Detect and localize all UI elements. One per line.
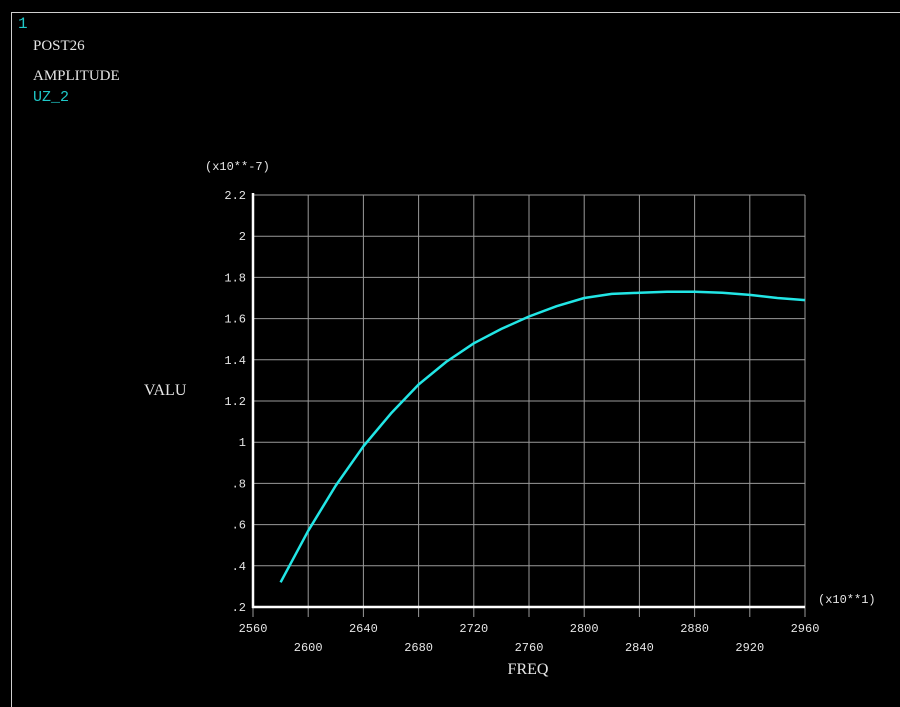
series-line-uz-2 xyxy=(279,290,806,583)
y-tick-label: 1.6 xyxy=(224,313,246,327)
x-tick-label: 2680 xyxy=(404,641,433,655)
plot-type-label: AMPLITUDE xyxy=(33,68,120,84)
x-axis-label: FREQ xyxy=(508,661,549,678)
window-number: 1 xyxy=(18,15,28,33)
x-multiplier: (x10**1) xyxy=(818,593,876,607)
y-tick-label: 1.2 xyxy=(224,395,246,409)
y-tick-label: 2.2 xyxy=(224,189,246,203)
y-tick-label: .6 xyxy=(232,519,246,533)
y-tick-label: 2 xyxy=(239,230,246,244)
y-multiplier: (x10**-7) xyxy=(205,160,270,174)
x-tick-label: 2920 xyxy=(735,641,764,655)
x-tick-label: 2840 xyxy=(625,641,654,655)
window-border xyxy=(11,12,900,707)
x-tick-label: 2880 xyxy=(680,622,709,636)
y-tick-label: .4 xyxy=(232,560,246,574)
x-tick-label: 2600 xyxy=(294,641,323,655)
y-tick-label: .8 xyxy=(232,477,246,491)
y-tick-label: 1.4 xyxy=(224,354,246,368)
x-tick-label: 2960 xyxy=(791,622,820,636)
y-axis-label: VALU xyxy=(144,382,187,399)
x-tick-label: 2640 xyxy=(349,622,378,636)
y-tick-label: 1.8 xyxy=(224,271,246,285)
module-label: POST26 xyxy=(33,38,85,54)
x-tick-label: 2560 xyxy=(239,622,268,636)
y-tick-label: 1 xyxy=(239,436,246,450)
x-tick-label: 2720 xyxy=(459,622,488,636)
x-tick-label: 2800 xyxy=(570,622,599,636)
x-tick-label: 2760 xyxy=(515,641,544,655)
legend-series-name: UZ_2 xyxy=(33,89,69,106)
y-tick-label: .2 xyxy=(232,601,246,615)
